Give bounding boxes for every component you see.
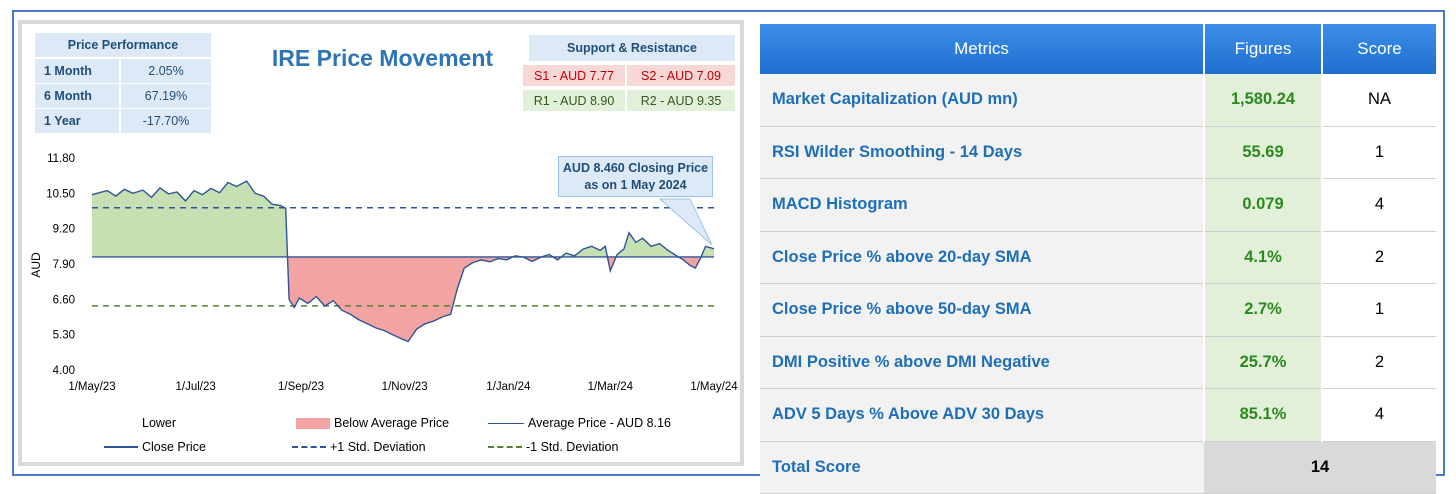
- legend-item-minus-std: -1 Std. Deviation: [488, 440, 618, 454]
- metric-score: 1: [1322, 126, 1436, 179]
- above-average-area: [616, 232, 679, 257]
- metric-figure: 55.69: [1203, 126, 1323, 179]
- metric-score: NA: [1322, 74, 1436, 127]
- metric-label: Close Price % above 20-day SMA: [760, 231, 1204, 284]
- table-row: Close Price % above 20-day SMA 4.1% 2: [760, 231, 1436, 284]
- price-chart: 11.80 10.50 9.20 7.90 6.60 5.30 4.00 1/May/23 1/…: [29, 153, 738, 393]
- legend-swatch-plus-std: [292, 446, 326, 448]
- legend-item-close-price: Close Price: [104, 440, 206, 454]
- price-performance-box: Price Performance 1 Month 2.05% 6 Month …: [35, 33, 211, 133]
- metric-figure: 4.1%: [1203, 231, 1323, 284]
- legend-label-close-price: Close Price: [142, 440, 206, 454]
- metrics-header-score: Score: [1322, 24, 1436, 74]
- metric-score: 4: [1322, 178, 1436, 232]
- metric-label: Close Price % above 50-day SMA: [760, 283, 1204, 337]
- y-axis-label: AUD: [29, 252, 43, 278]
- pp-value-1: 2.05%: [121, 59, 211, 83]
- metric-score: 4: [1322, 388, 1436, 442]
- legend-item-below-average: Below Average Price: [296, 416, 449, 430]
- table-row: Market Capitalization (AUD mn) 1,580.24 …: [760, 74, 1436, 127]
- metric-score: 1: [1322, 283, 1436, 337]
- metric-label: DMI Positive % above DMI Negative: [760, 336, 1204, 389]
- table-row: MACD Histogram 0.079 4: [760, 178, 1436, 232]
- support-resistance-header: Support & Resistance: [529, 35, 735, 61]
- legend-swatch-minus-std: [488, 446, 522, 448]
- total-score-value: 14: [1204, 441, 1436, 494]
- legend-label-lower: Lower: [142, 416, 177, 430]
- above-average-area: [561, 246, 608, 257]
- legend-swatch-average-price: [488, 422, 524, 424]
- legend-label-plus-std: +1 Std. Deviation: [330, 440, 426, 454]
- chart-legend: Lower Below Average Price Average Price …: [70, 410, 720, 460]
- support-2: S2 - AUD 7.09: [627, 65, 735, 86]
- total-score-label: Total Score: [760, 441, 1204, 494]
- callout-line-2: as on 1 May 2024: [584, 178, 687, 192]
- metric-label: ADV 5 Days % Above ADV 30 Days: [760, 388, 1204, 442]
- support-resistance-box: Support & Resistance S1 - AUD 7.77 S2 - …: [523, 35, 735, 111]
- chart-title: IRE Price Movement: [271, 45, 494, 71]
- resistance-1: R1 - AUD 8.90: [523, 90, 625, 111]
- legend-item-plus-std: +1 Std. Deviation: [292, 440, 426, 454]
- metrics-header-figures: Figures: [1204, 24, 1323, 74]
- metric-label: Market Capitalization (AUD mn): [760, 74, 1204, 127]
- above-average-area: [701, 246, 714, 257]
- metrics-table: Metrics Figures Score Market Capitalizat…: [760, 24, 1436, 494]
- y-tick-label: 6.60: [53, 294, 75, 306]
- legend-label-average-price: Average Price - AUD 8.16: [528, 416, 671, 430]
- metric-label: RSI Wilder Smoothing - 14 Days: [760, 126, 1204, 179]
- legend-swatch-below-average: [296, 417, 330, 429]
- callout-line-1: AUD 8.460 Closing Price: [562, 161, 709, 175]
- metrics-header-metric: Metrics: [760, 24, 1205, 74]
- metrics-panel: Metrics Figures Score Market Capitalizat…: [760, 24, 1436, 494]
- pp-period-3: 1 Year: [35, 109, 119, 133]
- y-tick-label: 4.00: [53, 365, 75, 377]
- legend-label-minus-std: -1 Std. Deviation: [526, 440, 619, 454]
- y-tick-label: 9.20: [53, 224, 75, 236]
- metric-figure: 1,580.24: [1203, 74, 1323, 127]
- metric-score: 2: [1322, 231, 1436, 284]
- legend-item-lower: Lower: [142, 416, 176, 430]
- table-row: Close Price % above 50-day SMA 2.7% 1: [760, 283, 1436, 337]
- metrics-header-row: Metrics Figures Score: [760, 24, 1436, 74]
- price-performance-header: Price Performance: [35, 33, 211, 57]
- metric-label: MACD Histogram: [760, 178, 1204, 232]
- x-tick-label: 1/Sep/23: [278, 381, 324, 393]
- above-average-area: [92, 181, 288, 257]
- table-row: RSI Wilder Smoothing - 14 Days 55.69 1: [760, 126, 1436, 179]
- x-tick-label: 1/Jan/24: [486, 381, 531, 393]
- pp-value-2: 67.19%: [121, 84, 211, 108]
- x-tick-label: 1/May/24: [690, 381, 738, 393]
- pp-value-3: -17.70%: [121, 109, 211, 133]
- pp-period-2: 6 Month: [35, 84, 119, 108]
- close-price-line: [91, 180, 715, 343]
- metric-figure: 85.1%: [1203, 388, 1323, 442]
- resistance-2: R2 - AUD 9.35: [627, 90, 735, 111]
- x-tick-label: 1/Nov/23: [382, 381, 428, 393]
- below-average-area: [287, 256, 513, 342]
- legend-item-average-price: Average Price - AUD 8.16: [488, 416, 671, 430]
- x-tick-label: 1/Mar/24: [588, 381, 634, 393]
- total-score-row: Total Score 14: [760, 441, 1436, 494]
- table-row: ADV 5 Days % Above ADV 30 Days 85.1% 4: [760, 388, 1436, 442]
- table-row: DMI Positive % above DMI Negative 25.7% …: [760, 336, 1436, 389]
- closing-price-callout: AUD 8.460 Closing Price as on 1 May 2024: [558, 156, 713, 197]
- x-tick-label: 1/Jul/23: [176, 381, 216, 393]
- metric-figure: 2.7%: [1203, 283, 1323, 337]
- x-tick-label: 1/May/23: [68, 381, 115, 393]
- y-tick-label: 10.50: [46, 188, 75, 200]
- legend-swatch-close-price: [104, 446, 138, 448]
- y-tick-label: 5.30: [53, 330, 75, 342]
- legend-label-below-average: Below Average Price: [334, 416, 450, 430]
- support-1: S1 - AUD 7.77: [523, 65, 625, 86]
- y-tick-label: 11.80: [47, 153, 75, 165]
- pp-period-1: 1 Month: [35, 59, 119, 83]
- metric-score: 2: [1322, 336, 1436, 389]
- y-tick-label: 7.90: [53, 259, 75, 271]
- metric-figure: 25.7%: [1203, 336, 1323, 389]
- metric-figure: 0.079: [1203, 178, 1323, 232]
